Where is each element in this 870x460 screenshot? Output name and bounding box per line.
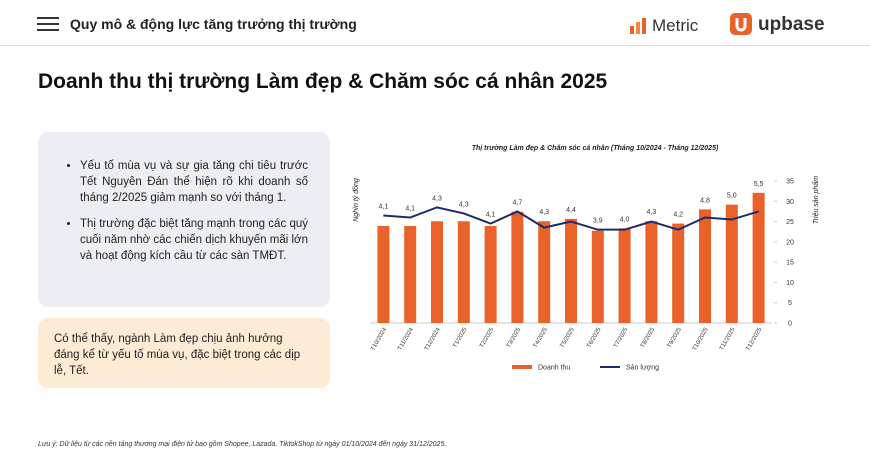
x-tick-label: T4/2025 [533,326,550,349]
y2-tick-label: 30 [786,199,794,206]
y2-tick-label: 0 [788,321,792,328]
y2-tick-label: 35 [786,179,794,186]
x-tick-label: T3/2025 [506,326,523,349]
footnote: Lưu ý: Dữ liệu từ các nền tảng thương mạ… [38,441,447,448]
bar [672,223,685,323]
y-axis-label: Nghìn tỷ đồng [351,178,360,222]
x-tick-label: T1/2025 [452,326,469,349]
x-tick-label: T12/2024 [424,326,442,352]
data-label: 3,9 [593,218,603,225]
bar [591,230,604,323]
bullet: Yếu tố mùa vụ và sự gia tăng chi tiêu tr… [80,158,308,206]
data-label: 4,2 [673,212,683,219]
data-label: 4,3 [459,201,469,208]
y2-tick-label: 15 [786,260,794,267]
y2-tick-label: 10 [786,280,794,287]
data-label: 5,5 [754,181,764,188]
data-label: 4,8 [700,197,710,204]
y2-axis-label: Triệu sản phẩm [812,176,820,224]
y2-tick-label: 20 [786,239,794,246]
bar [404,225,417,323]
bar [618,228,631,323]
legend-swatch [512,365,532,369]
bar [457,221,470,323]
page-title: Doanh thu thị trường Làm đẹp & Chăm sóc … [38,70,608,93]
bullet: Thị trường đặc biệt tăng mạnh trong các … [80,216,308,264]
x-tick-label: T8/2025 [640,326,657,349]
x-tick-label: T11/2025 [719,326,737,351]
header-title: Quy mô & động lực tăng trưởng thị trường [70,16,357,32]
data-label: 4,1 [405,206,415,213]
x-tick-label: T10/2025 [692,326,710,352]
upbase-icon [730,13,752,35]
bar [645,221,658,323]
data-label: 4,1 [486,212,496,219]
x-tick-label: T10/2024 [370,326,388,352]
insight-box: Yếu tố mùa vụ và sự gia tăng chi tiêu tr… [38,132,330,307]
data-label: 4,0 [620,216,630,223]
data-label: 4,4 [566,207,576,214]
y2-tick-label: 25 [786,219,794,226]
bar [431,221,443,323]
header: Quy mô & động lực tăng trưởng thị trường… [0,0,870,46]
brand-upbase: upbase [758,14,825,35]
x-tick-label: T5/2025 [560,326,577,349]
x-tick-label: T12/2025 [745,326,763,352]
note-text: Có thể thấy, ngành Làm đẹp chịu ảnh hưởn… [54,333,301,377]
data-label: 4,3 [647,209,657,216]
legend-label: Sản lượng [626,365,659,372]
bar [565,218,577,323]
chart: Thị trường Làm đẹp & Chăm sóc cá nhân (T… [351,145,820,372]
bar [538,221,551,323]
brand-metric: Metric [652,16,699,35]
legend-label: Doanh thu [538,365,570,372]
data-label: 4,7 [513,199,523,206]
metric-icon [630,18,646,34]
note-box: Có thể thấy, ngành Làm đẹp chịu ảnh hưởn… [38,318,330,388]
data-label: 4,1 [379,203,389,210]
data-label: 4,3 [432,195,442,202]
y2-tick-label: 5 [788,300,792,307]
x-tick-label: T6/2025 [586,326,603,349]
bar [511,211,524,323]
chart-title: Thị trường Làm đẹp & Chăm sóc cá nhân (T… [472,145,719,152]
bar [377,225,390,323]
bar [699,209,711,323]
bar [484,225,497,323]
x-tick-label: T11/2024 [397,326,415,351]
data-label: 5,0 [727,193,737,200]
data-label: 4,3 [539,209,549,216]
line [383,206,759,231]
bar [752,192,765,323]
bar [725,204,738,323]
menu-icon[interactable] [37,17,59,35]
x-tick-label: T2/2025 [479,326,496,349]
x-tick-label: T9/2025 [667,326,684,349]
x-tick-label: T7/2025 [613,326,630,349]
